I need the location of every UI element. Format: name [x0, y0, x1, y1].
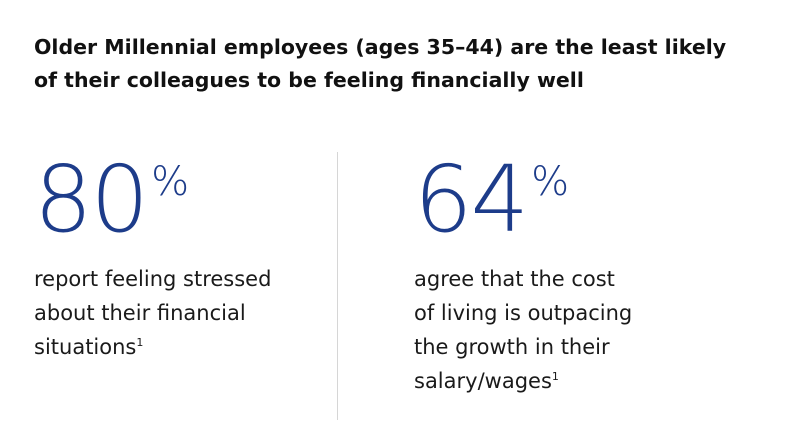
description-line: the growth in their: [414, 335, 610, 359]
percent-sign: %: [531, 159, 570, 205]
description-text: situations: [34, 335, 137, 359]
stat-value: 64: [414, 146, 529, 253]
stat-80-percent: 80%: [34, 150, 189, 250]
stat-value: 80: [34, 146, 149, 253]
description-line: salary/wages1: [414, 364, 744, 398]
stat-description: agree that the cost of living is outpaci…: [414, 262, 744, 398]
description-line: report feeling stressed: [34, 267, 272, 291]
stat-description: report feeling stressed about their fina…: [34, 262, 334, 364]
stat-64-percent: 64%: [414, 150, 569, 250]
headline-line-2: of their colleagues to be feeling financ…: [34, 68, 584, 92]
headline-line-1: Older Millennial employees (ages 35–44) …: [34, 35, 727, 59]
column-divider: [337, 152, 338, 420]
percent-sign: %: [151, 159, 190, 205]
description-text: salary/wages: [414, 369, 552, 393]
footnote-marker: 1: [136, 336, 144, 349]
description-line: of living is outpacing: [414, 301, 633, 325]
headline: Older Millennial employees (ages 35–44) …: [34, 31, 794, 97]
description-line: agree that the cost: [414, 267, 615, 291]
description-line: about their financial: [34, 301, 246, 325]
footnote-marker: 1: [551, 370, 559, 383]
description-line: situations1: [34, 330, 334, 364]
